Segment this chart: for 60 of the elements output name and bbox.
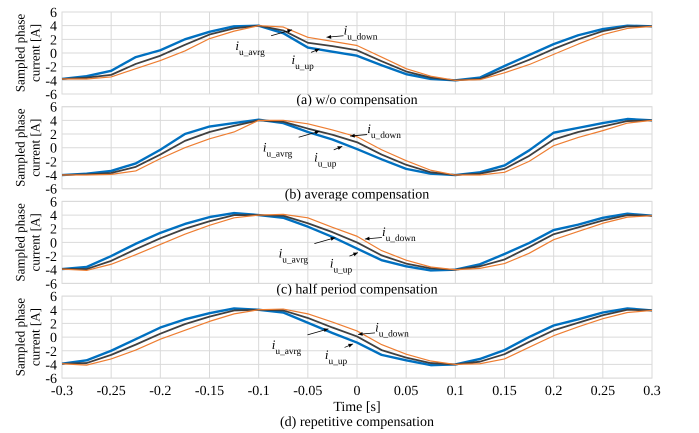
y-tick-label: 6 xyxy=(50,100,57,116)
y-tick-label: -4 xyxy=(45,169,57,184)
x-tick-label: -0.05 xyxy=(293,384,322,400)
y-tick-label: 2 xyxy=(50,222,57,238)
x-tick-label: -0.1 xyxy=(248,384,270,400)
annotation: i$_{u_up}$ xyxy=(324,346,348,367)
y-axis-title: Sampled phase current [A] xyxy=(12,14,42,92)
y-tick-label: -4 xyxy=(45,264,57,279)
y-tick-label: 2 xyxy=(50,317,57,332)
y-tick-label: 4 xyxy=(50,20,57,35)
text: (a) w/o compensation xyxy=(296,93,418,108)
y-tick-label: 0 xyxy=(50,47,57,62)
y-tick-label: -4 xyxy=(45,74,57,90)
y-tick-label: 6 xyxy=(50,290,57,306)
y-axis-title: Sampled phase current [A] xyxy=(12,203,42,282)
x-axis-title: Time [s] xyxy=(333,400,381,416)
y-tick-label: -2 xyxy=(45,250,57,266)
annotation: i$_{u_down}$ xyxy=(382,224,416,244)
y-tick-label: 2 xyxy=(50,128,57,144)
annotation: i$_{u_up}$ xyxy=(314,149,337,170)
annotation: i$_{u_down}$ xyxy=(367,121,402,142)
annotation: i$_{u_up}$ xyxy=(330,256,352,276)
x-tick-label: 0.2 xyxy=(544,384,562,400)
annotation: i$_{u_avrg}$ xyxy=(272,336,302,357)
x-tick-label: -0.15 xyxy=(194,384,224,400)
y-axis-title: Sampled phase current [A] xyxy=(12,108,42,187)
annotation: i$_{u_avrg}$ xyxy=(235,38,266,58)
text: (d) repetitive compensation xyxy=(280,415,434,430)
y-tick-label: 4 xyxy=(50,209,57,224)
x-tick-label: 0.15 xyxy=(492,384,517,400)
x-tick-label: 0.05 xyxy=(394,384,418,400)
y-axis-title: Sampled phase current [A] xyxy=(12,298,42,376)
x-tick-label: 0 xyxy=(354,384,360,400)
text: (b) average compensation xyxy=(284,188,430,203)
x-tick-label: -0.25 xyxy=(96,384,126,400)
y-tick-label: 0 xyxy=(50,236,57,252)
x-tick-label: 0.1 xyxy=(446,384,464,400)
y-tick-label: -4 xyxy=(45,358,57,374)
y-tick-label: -6 xyxy=(45,88,57,103)
y-tick-label: -6 xyxy=(45,182,57,198)
y-tick-label: -2 xyxy=(45,60,57,76)
y-tick-label: -2 xyxy=(45,344,57,360)
y-tick-label: -2 xyxy=(45,155,57,170)
x-tick-label: -0.2 xyxy=(149,384,172,400)
y-tick-label: 4 xyxy=(50,304,57,319)
annotation: i$_{u_up}$ xyxy=(291,52,314,72)
annotation: i$_{u_down}$ xyxy=(375,319,410,340)
y-tick-label: 2 xyxy=(50,33,57,48)
annotation: i$_{u_avrg}$ xyxy=(278,246,308,266)
y-tick-label: -6 xyxy=(45,277,57,292)
annotation: i$_{u_down}$ xyxy=(344,22,378,42)
y-tick-label: 0 xyxy=(50,142,57,157)
x-tick-label: 0.25 xyxy=(590,384,616,400)
y-tick-label: 6 xyxy=(50,195,57,210)
x-tick-label: 0.3 xyxy=(643,384,661,400)
y-tick-label: 6 xyxy=(50,6,57,21)
y-tick-label: 0 xyxy=(50,331,57,346)
annotation: i$_{u_avrg}$ xyxy=(262,139,293,160)
text: (c) half period compensation xyxy=(276,282,438,298)
y-tick-label: 4 xyxy=(50,114,57,130)
